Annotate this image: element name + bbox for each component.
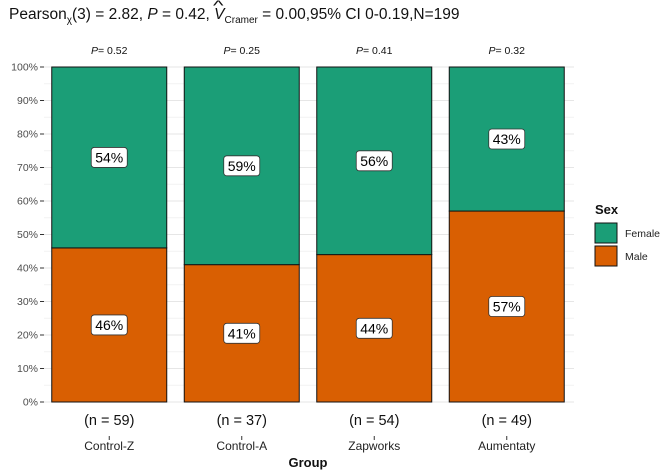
title-effect-sub: Cramer: [224, 15, 258, 26]
p-value-label: P= 0.32: [488, 45, 525, 57]
y-tick-label: 30%: [17, 296, 38, 308]
n-label: (n = 59): [84, 413, 134, 429]
data-label: 41%: [228, 325, 256, 341]
title-effect-text: = 0.00,95% CI 0-0.19,N=199: [257, 6, 460, 23]
legend-swatch-male: [594, 245, 618, 267]
y-tick-label: 100%: [11, 62, 38, 74]
legend-label-male: Male: [625, 251, 648, 263]
data-label-box: [355, 150, 393, 172]
hat-icon: ^: [213, 0, 224, 13]
legend-label-female: Female: [625, 228, 660, 240]
y-tick-label: 90%: [17, 95, 38, 107]
data-label-box: [223, 322, 261, 344]
x-tick-label: Control-A: [216, 439, 267, 453]
y-tick-label: 20%: [17, 330, 38, 342]
n-label: (n = 37): [217, 413, 267, 429]
legend-title: Sex: [595, 202, 619, 217]
x-axis-title: Group: [289, 455, 328, 470]
data-label-box: [90, 147, 128, 168]
title-stat-sub: χ: [66, 15, 72, 26]
title-p-label: P: [147, 6, 158, 23]
y-tick-label: 60%: [17, 196, 38, 208]
data-label-box: [488, 296, 526, 317]
n-label: (n = 49): [482, 413, 532, 429]
data-label: 59%: [228, 158, 256, 174]
x-tick-label: Aumentaty: [478, 439, 535, 453]
data-label: 56%: [360, 153, 388, 169]
data-label: 43%: [493, 131, 521, 147]
title-stat-name: Pearson: [9, 6, 67, 23]
data-label-box: [223, 155, 261, 177]
data-label: 57%: [493, 299, 521, 315]
chart-title: Pearsonχ(3) = 2.82, P = 0.42, ^ VCramer =…: [9, 0, 460, 26]
p-value-label: P= 0.52: [91, 45, 128, 57]
title-effect-symbol: ^ V: [213, 0, 224, 24]
legend-swatch-female: [594, 222, 618, 244]
y-tick-label: 10%: [17, 363, 38, 375]
y-tick-label: 70%: [17, 162, 38, 174]
x-tick-label: Zapworks: [348, 439, 400, 453]
data-label-box: [355, 317, 393, 339]
data-label: 54%: [95, 149, 123, 165]
n-label: (n = 54): [349, 413, 399, 429]
title-stat-df: (3) = 2.82,: [71, 6, 148, 23]
data-label-box: [488, 128, 526, 150]
p-value-label: P= 0.41: [356, 45, 393, 57]
y-tick-label: 50%: [17, 229, 38, 241]
y-tick-label: 80%: [17, 129, 38, 141]
y-tick-label: 40%: [17, 263, 38, 275]
data-label-box: [90, 314, 128, 336]
y-tick-label: 0%: [23, 397, 38, 409]
title-p-value: = 0.42,: [157, 6, 215, 23]
data-label: 46%: [95, 317, 123, 333]
x-tick-label: Control-Z: [84, 439, 134, 453]
data-label: 44%: [360, 320, 388, 336]
p-value-label: P= 0.25: [223, 45, 260, 57]
